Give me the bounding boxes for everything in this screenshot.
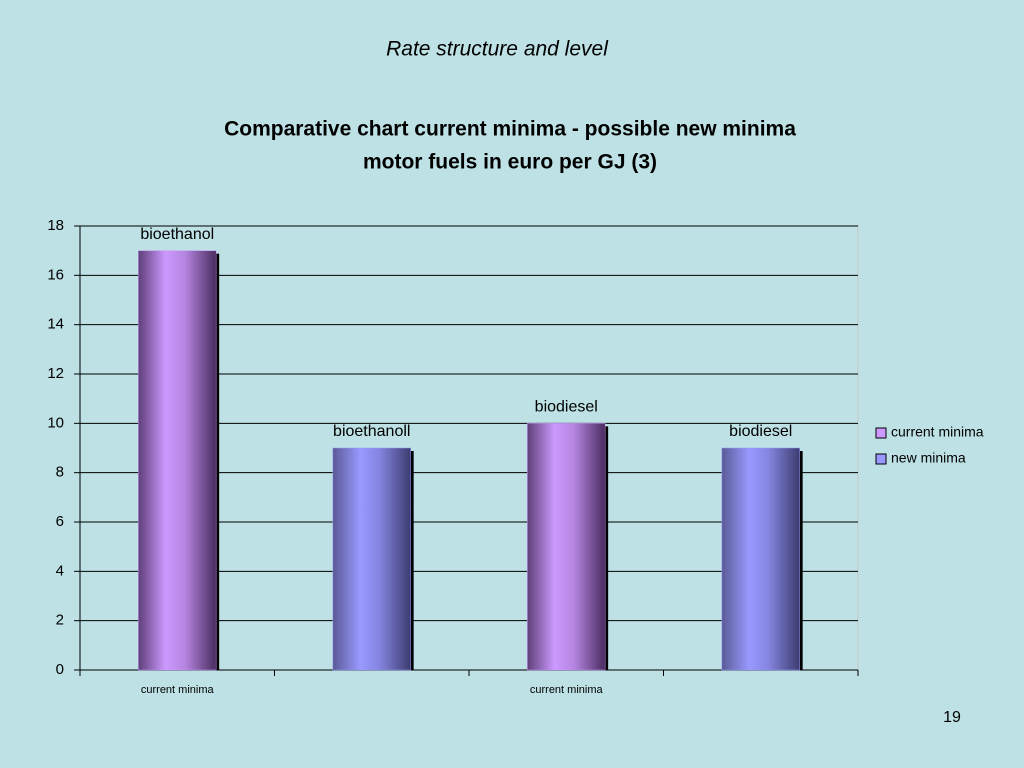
y-tick-label: 8: [56, 464, 64, 481]
y-tick-label: 0: [56, 661, 64, 678]
y-tick-label: 16: [47, 266, 64, 283]
y-tick-label: 10: [47, 414, 64, 431]
y-tick-label: 18: [47, 217, 64, 234]
legend-label: new minima: [891, 450, 966, 466]
y-tick-label: 6: [56, 513, 64, 530]
bar: [721, 447, 800, 671]
legend-swatch: [875, 453, 887, 465]
y-tick-label: 12: [47, 365, 64, 382]
bar-label: biodiesel: [729, 423, 792, 440]
legend-label: current minima: [891, 424, 984, 440]
x-tick-label: current minima: [141, 684, 215, 696]
bar-label: bioethanoll: [333, 423, 410, 440]
y-tick-label: 4: [56, 562, 64, 579]
bar: [332, 447, 411, 671]
y-tick-label: 14: [47, 316, 64, 333]
slide-heading: Rate structure and level: [386, 38, 609, 61]
bar: [527, 423, 606, 671]
bar-label: bioethanol: [140, 226, 214, 243]
bar-label: biodiesel: [535, 399, 598, 416]
bar: [138, 250, 217, 671]
page-number: 19: [943, 709, 961, 726]
legend-swatch: [875, 427, 887, 439]
y-tick-label: 2: [56, 612, 64, 629]
chart-title: Comparative chart current minima - possi…: [224, 118, 796, 141]
x-tick-label: current minima: [530, 684, 604, 696]
chart-title: motor fuels in euro per GJ (3): [363, 151, 657, 174]
